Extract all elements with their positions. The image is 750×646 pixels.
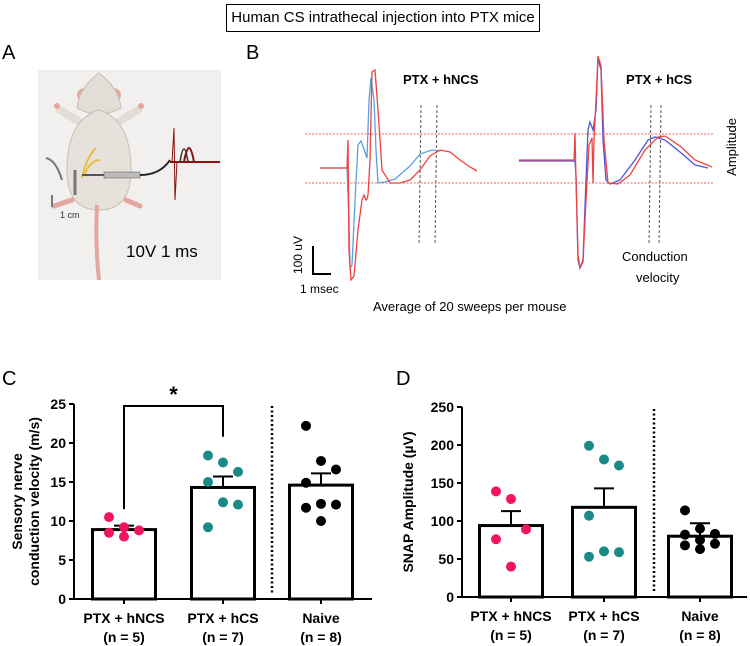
- data-point: [710, 528, 720, 539]
- data-point: [584, 551, 594, 562]
- data-point: [614, 547, 624, 558]
- trace-hncs-red: [320, 68, 478, 282]
- data-point: [331, 464, 341, 475]
- conduction-label: Conduction: [622, 249, 688, 264]
- data-point: [680, 505, 690, 516]
- data-point: [599, 546, 609, 557]
- scale-bar: [312, 246, 331, 275]
- data-point: [218, 457, 228, 468]
- data-point: [695, 535, 705, 545]
- x-tick-sublabel: (n = 8): [300, 629, 342, 645]
- latency-marker: [418, 104, 422, 246]
- chart-panel-c: 0 5 10 15 20 25 Sensory nerve conduction veloci…: [9, 382, 372, 645]
- y-tick-label: 10: [50, 513, 66, 529]
- stimulus-label: 10V 1 ms: [126, 242, 198, 261]
- data-point: [491, 534, 501, 545]
- data-point: [134, 525, 144, 536]
- panel-label-a: A: [2, 42, 16, 64]
- x-tick-label: PTX + hNCS: [83, 610, 164, 626]
- data-point: [203, 477, 213, 487]
- trace-hcs-red: [519, 55, 713, 271]
- data-point: [301, 420, 311, 431]
- y-tick-label: 50: [438, 551, 454, 567]
- x-tick-sublabel: (n = 5): [490, 627, 532, 643]
- data-point: [614, 460, 624, 471]
- data-point: [316, 498, 326, 509]
- data-point: [491, 486, 501, 497]
- data-point: [584, 440, 594, 451]
- scale-x-label: 1 msec: [300, 282, 339, 296]
- x-tick-label: Naive: [302, 610, 340, 626]
- x-tick-sublabel: (n = 8): [679, 627, 721, 643]
- data-point: [316, 455, 326, 466]
- panel-b-traces: [305, 55, 714, 282]
- bar-0: [478, 524, 544, 599]
- data-point: [119, 531, 129, 542]
- data-point: [680, 529, 690, 540]
- chart-panel-d: 0 50 100 150 200 250 SNAP Amplitude (µV) PTX + …: [400, 399, 747, 643]
- data-point: [710, 538, 720, 549]
- panel-label-d: D: [396, 368, 411, 390]
- latency-marker: [658, 104, 662, 246]
- y-axis-label: conduction velocity (m/s): [26, 417, 42, 586]
- latency-marker: [434, 104, 438, 246]
- data-point: [506, 493, 516, 504]
- y-tick-label: 100: [431, 513, 455, 529]
- data-point: [104, 527, 114, 538]
- y-axis-label: Sensory nerve: [9, 453, 25, 550]
- y-tick-label: 0: [58, 591, 66, 607]
- trace-caption: Average of 20 sweeps per mouse: [373, 299, 567, 314]
- y-tick-label: 15: [50, 474, 66, 490]
- data-point: [301, 502, 311, 513]
- mouse-illustration: [45, 72, 220, 281]
- data-point: [233, 499, 243, 510]
- significance-marker: *: [169, 382, 178, 407]
- x-tick-sublabel: (n = 5): [103, 629, 145, 645]
- data-point: [316, 516, 326, 526]
- x-tick-label: PTX + hNCS: [470, 608, 551, 624]
- bar-1: [571, 505, 637, 599]
- data-point: [584, 510, 594, 521]
- data-point: [301, 477, 311, 488]
- data-point: [331, 499, 341, 510]
- y-axis-label: SNAP Amplitude (µV): [400, 431, 416, 572]
- x-tick-label: Naive: [681, 608, 719, 624]
- y-tick-label: 25: [50, 396, 66, 412]
- y-tick-label: 150: [431, 475, 455, 491]
- panel-label-c: C: [2, 368, 17, 390]
- trace-title-hncs: PTX + hNCS: [403, 72, 479, 87]
- trace-title-hcs: PTX + hCS: [626, 72, 693, 87]
- data-point: [119, 522, 129, 533]
- y-tick-label: 0: [446, 589, 454, 605]
- x-tick-sublabel: (n = 7): [583, 627, 625, 643]
- figure-title: Human CS intrathecal injection into PTX …: [226, 4, 540, 32]
- data-point: [695, 544, 705, 555]
- data-point: [203, 450, 213, 461]
- data-point: [506, 561, 516, 572]
- panel-label-b: B: [246, 42, 260, 64]
- data-point: [680, 540, 690, 551]
- y-tick-label: 5: [58, 552, 66, 568]
- y-tick-label: 20: [50, 435, 66, 451]
- data-point: [599, 454, 609, 465]
- data-point: [203, 522, 213, 533]
- panel-a-illustration: [38, 70, 221, 281]
- data-point: [695, 523, 705, 534]
- latency-marker: [648, 104, 652, 246]
- x-tick-sublabel: (n = 7): [202, 629, 244, 645]
- scale-label-1cm: 1 cm: [60, 210, 80, 220]
- data-point: [104, 512, 114, 523]
- x-tick-label: PTX + hCS: [568, 608, 639, 624]
- data-point: [521, 524, 531, 535]
- significance-bracket: [123, 405, 224, 510]
- y-tick-label: 250: [431, 399, 455, 415]
- velocity-label: velocity: [636, 270, 680, 285]
- x-tick-label: PTX + hCS: [187, 610, 258, 626]
- y-tick-label: 200: [431, 437, 455, 453]
- data-point: [233, 466, 243, 477]
- data-point: [218, 497, 228, 508]
